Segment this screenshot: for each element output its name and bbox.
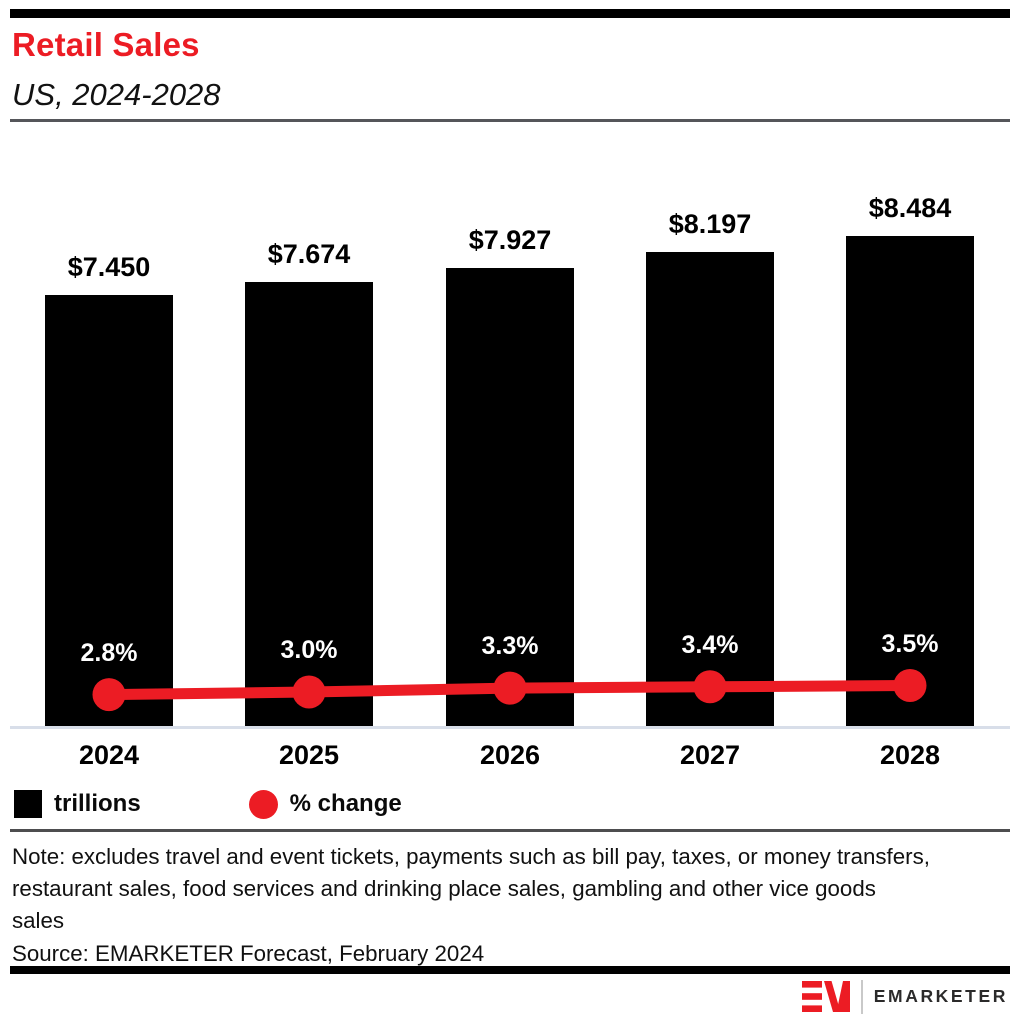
brand-divider (860, 979, 863, 1014)
pct-change-label-2026: 3.3% (481, 632, 539, 661)
page-title: Retail Sales (12, 26, 200, 63)
note-text: Note: excludes travel and event tickets,… (12, 844, 930, 934)
x-axis-label-2025: 2025 (278, 740, 340, 770)
bar-value-label-2028: $8.484 (868, 193, 952, 223)
bar-series-label: trillions (54, 790, 141, 817)
bar-value-label-2026: $7.927 (468, 225, 552, 255)
bar-2027 (646, 252, 774, 726)
bar-2025 (245, 282, 373, 726)
bottom-accent-bar (10, 966, 1010, 974)
x-axis-label-2027: 2027 (679, 740, 741, 770)
line-series-swatch (248, 789, 278, 819)
x-axis-label-2024: 2024 (78, 740, 140, 770)
x-axis-label-2026: 2026 (479, 740, 541, 770)
chart-legend: trillions % change (14, 789, 402, 819)
pct-change-label-2025: 3.0% (280, 636, 338, 664)
emarketer-logo-icon (801, 981, 850, 1012)
brand-wordmark: EMARKETER (873, 986, 1008, 1006)
pct-change-label-2024: 2.8% (80, 638, 138, 667)
bar-value-label-2025: $7.674 (267, 239, 351, 269)
header-divider (10, 119, 1010, 122)
pct-change-label-2027: 3.4% (681, 630, 739, 659)
x-axis-baseline (10, 726, 1010, 729)
brand-footer: EMARKETER (801, 979, 1008, 1014)
page-subtitle: US, 2024-2028 (12, 77, 221, 112)
line-series-label: % change (289, 790, 402, 817)
top-accent-bar (10, 9, 1010, 18)
bar-2028 (846, 236, 974, 726)
bar-value-label-2024: $7.450 (67, 252, 151, 282)
bar-2026 (446, 268, 574, 726)
bar-2024 (45, 295, 173, 726)
pct-change-label-2028: 3.5% (881, 629, 939, 658)
bar-series-swatch (14, 790, 42, 818)
bar-value-label-2027: $8.197 (668, 209, 752, 239)
source-text: Source: EMARKETER Forecast, February 202… (12, 941, 485, 966)
footer-divider (10, 829, 1010, 832)
x-axis-label-2028: 2028 (879, 740, 941, 770)
